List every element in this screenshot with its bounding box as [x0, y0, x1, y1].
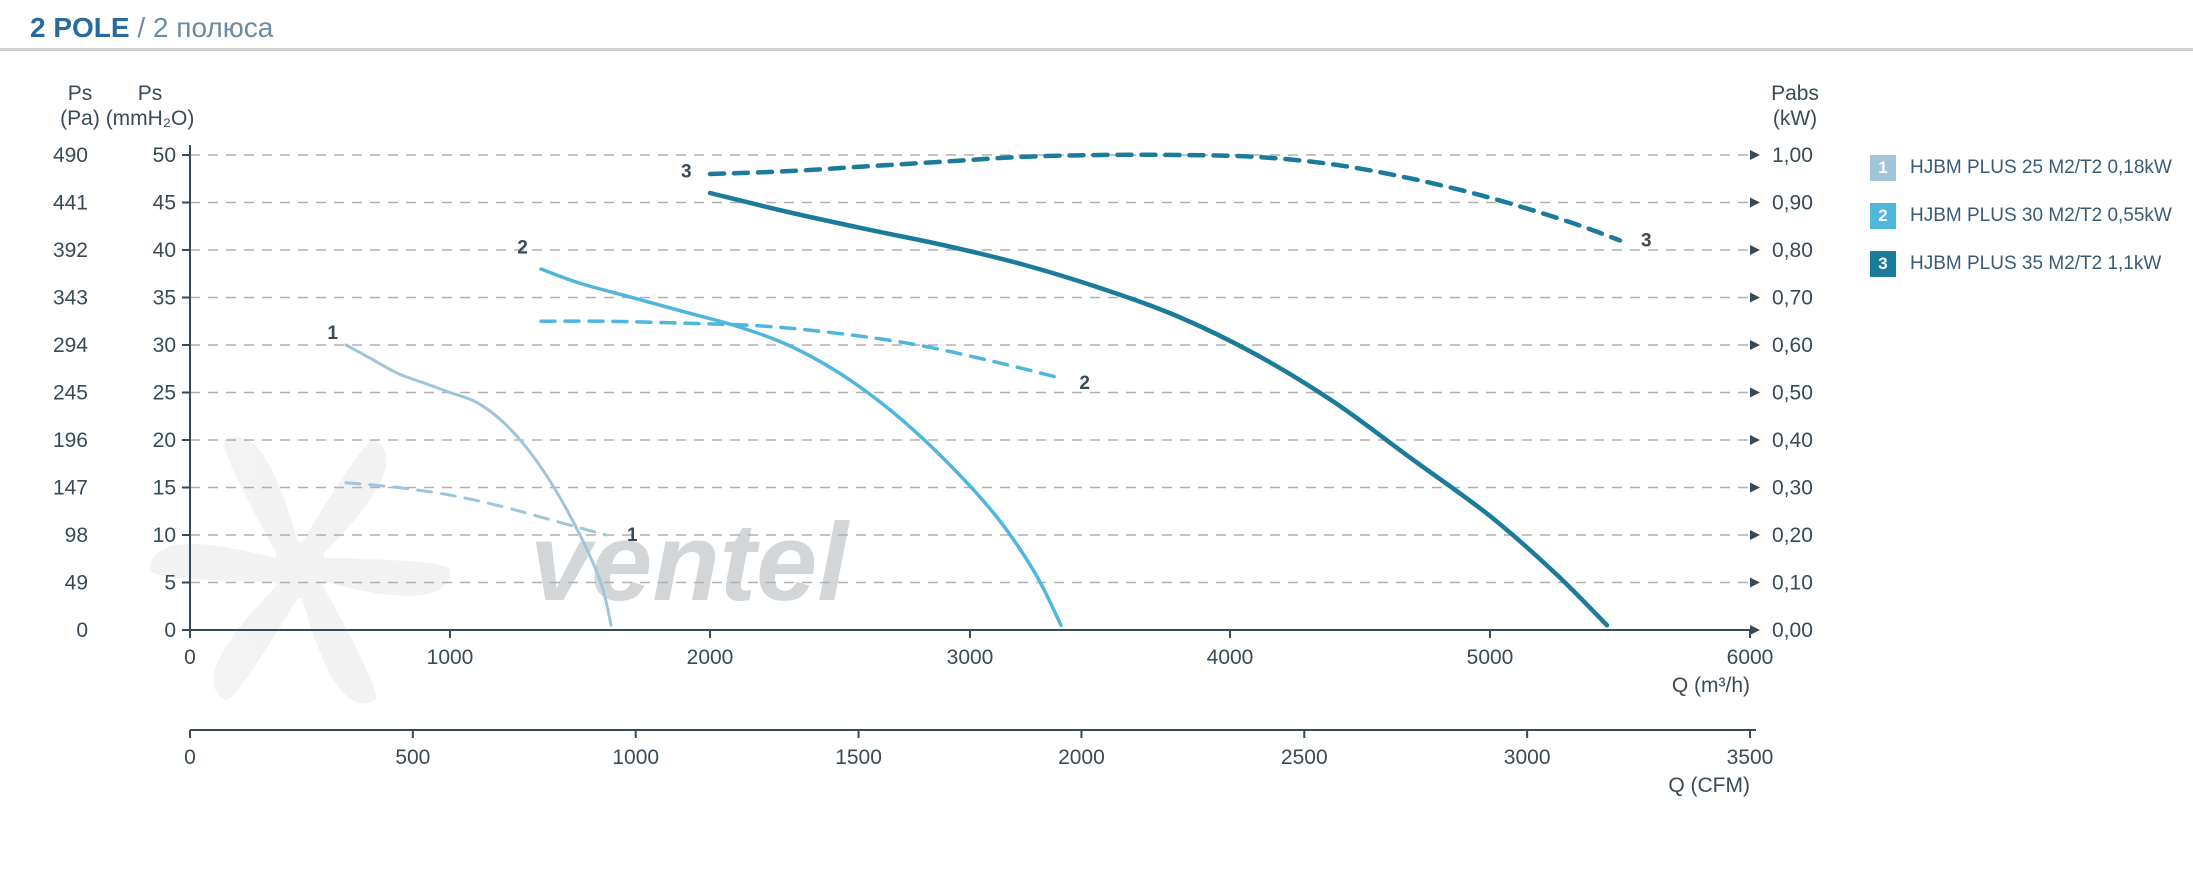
- title-bold: 2 POLE: [30, 12, 130, 43]
- svg-text:Ps: Ps: [138, 82, 163, 105]
- legend-badge: 1: [1870, 155, 1896, 181]
- svg-text:0,60: 0,60: [1772, 334, 1813, 357]
- svg-text:0: 0: [184, 746, 196, 769]
- svg-text:1,00: 1,00: [1772, 144, 1813, 167]
- svg-text:0: 0: [164, 619, 176, 642]
- svg-text:196: 196: [53, 429, 88, 452]
- series-label-end-3: 3: [1641, 231, 1652, 252]
- svg-text:2000: 2000: [687, 646, 734, 669]
- svg-text:30: 30: [153, 334, 176, 357]
- svg-text:294: 294: [53, 334, 88, 357]
- series-label-start-1: 1: [327, 323, 338, 344]
- watermark: ventel: [150, 437, 850, 704]
- svg-text:(mmH₂O): (mmH₂O): [106, 107, 195, 130]
- svg-text:(kW): (kW): [1773, 107, 1817, 130]
- svg-text:147: 147: [53, 477, 88, 500]
- series-label-end-2: 2: [1079, 373, 1090, 394]
- svg-text:0,40: 0,40: [1772, 429, 1813, 452]
- svg-text:15: 15: [153, 477, 176, 500]
- svg-text:500: 500: [395, 746, 430, 769]
- svg-text:1000: 1000: [612, 746, 659, 769]
- series-label-start-3: 3: [681, 162, 692, 183]
- svg-text:3000: 3000: [947, 646, 994, 669]
- svg-text:0,00: 0,00: [1772, 619, 1813, 642]
- svg-text:0,80: 0,80: [1772, 239, 1813, 262]
- svg-text:0,50: 0,50: [1772, 382, 1813, 405]
- legend-item: 1 HJBM PLUS 25 M2/T2 0,18kW: [1870, 155, 2172, 181]
- svg-text:3500: 3500: [1727, 746, 1774, 769]
- legend-item: 2 HJBM PLUS 30 M2/T2 0,55kW: [1870, 203, 2172, 229]
- svg-text:2500: 2500: [1281, 746, 1328, 769]
- series-label-start-2: 2: [517, 238, 528, 259]
- svg-text:0,10: 0,10: [1772, 572, 1813, 595]
- svg-text:490: 490: [53, 144, 88, 167]
- svg-text:49: 49: [65, 572, 88, 595]
- svg-text:2000: 2000: [1058, 746, 1105, 769]
- svg-text:0: 0: [76, 619, 88, 642]
- svg-text:1500: 1500: [835, 746, 882, 769]
- svg-text:25: 25: [153, 382, 176, 405]
- legend-label: HJBM PLUS 35 M2/T2 1,1kW: [1910, 253, 2161, 275]
- gridlines: [190, 155, 1750, 583]
- chart-area: ventelPs(Pa)0499814719624529434339244149…: [30, 70, 1850, 870]
- svg-text:20: 20: [153, 429, 176, 452]
- svg-text:0: 0: [184, 646, 196, 669]
- svg-text:ventel: ventel: [530, 501, 850, 624]
- svg-text:1000: 1000: [427, 646, 474, 669]
- series-dashed-3: [710, 155, 1620, 241]
- svg-text:6000: 6000: [1727, 646, 1774, 669]
- svg-text:35: 35: [153, 287, 176, 310]
- legend-label: HJBM PLUS 25 M2/T2 0,18kW: [1910, 157, 2172, 179]
- legend-badge: 3: [1870, 251, 1896, 277]
- svg-text:50: 50: [153, 144, 176, 167]
- svg-text:245: 245: [53, 382, 88, 405]
- chart-svg: ventelPs(Pa)0499814719624529434339244149…: [30, 70, 1850, 870]
- svg-text:3000: 3000: [1504, 746, 1551, 769]
- series-label-end-1: 1: [627, 525, 638, 546]
- legend-item: 3 HJBM PLUS 35 M2/T2 1,1kW: [1870, 251, 2172, 277]
- chart-title: 2 POLE / 2 полюса: [0, 0, 2193, 51]
- svg-text:98: 98: [65, 524, 88, 547]
- svg-text:45: 45: [153, 192, 176, 215]
- svg-text:10: 10: [153, 524, 176, 547]
- svg-text:4000: 4000: [1207, 646, 1254, 669]
- svg-text:0,90: 0,90: [1772, 192, 1813, 215]
- svg-text:441: 441: [53, 192, 88, 215]
- svg-text:Pabs: Pabs: [1771, 82, 1819, 105]
- legend: 1 HJBM PLUS 25 M2/T2 0,18kW 2 HJBM PLUS 30 …: [1870, 155, 2172, 299]
- title-light: / 2 полюса: [130, 12, 274, 43]
- svg-text:392: 392: [53, 239, 88, 262]
- svg-text:0,70: 0,70: [1772, 287, 1813, 310]
- svg-text:Q (m³/h): Q (m³/h): [1672, 674, 1750, 697]
- svg-text:40: 40: [153, 239, 176, 262]
- svg-text:0,20: 0,20: [1772, 524, 1813, 547]
- svg-text:5: 5: [164, 572, 176, 595]
- legend-badge: 2: [1870, 203, 1896, 229]
- svg-text:Q (CFM): Q (CFM): [1668, 774, 1750, 797]
- svg-text:5000: 5000: [1467, 646, 1514, 669]
- legend-label: HJBM PLUS 30 M2/T2 0,55kW: [1910, 205, 2172, 227]
- svg-text:343: 343: [53, 287, 88, 310]
- svg-text:Ps: Ps: [68, 82, 93, 105]
- svg-text:(Pa): (Pa): [60, 107, 100, 130]
- svg-text:0,30: 0,30: [1772, 477, 1813, 500]
